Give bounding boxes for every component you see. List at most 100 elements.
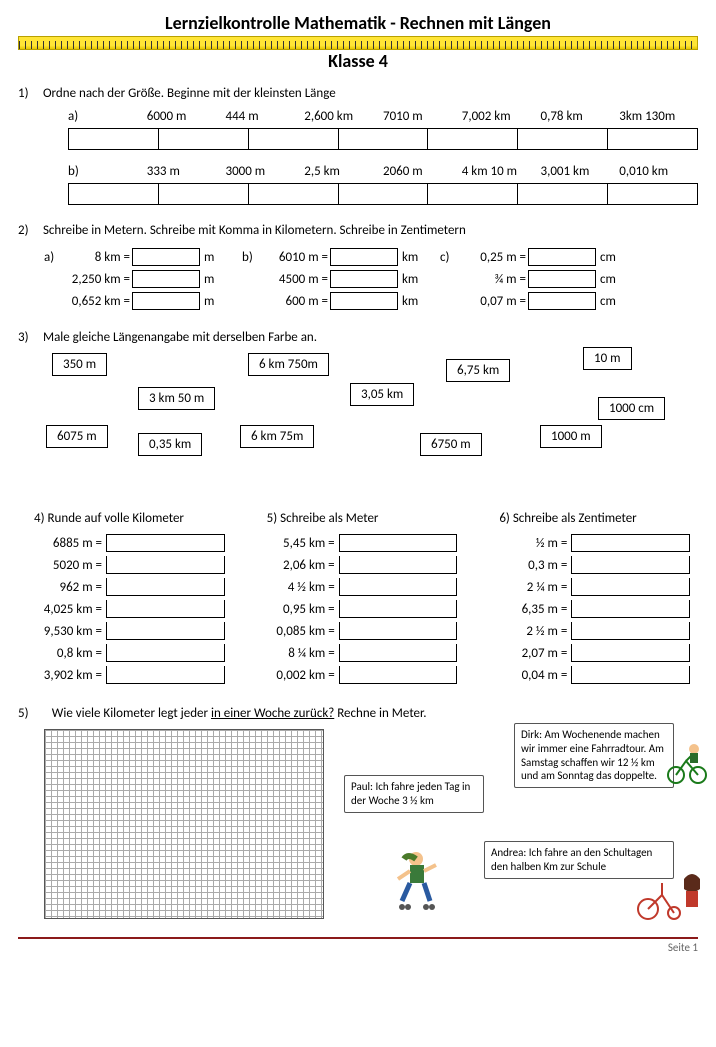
q5c-col: 5) Schreibe als Meter 5,45 km =2,06 km =… <box>261 511 466 686</box>
clipart-girl-trike <box>634 869 704 921</box>
q2a-r0: 8 km = <box>62 250 132 265</box>
q2c-u0: cm <box>596 250 620 265</box>
q6-box-5[interactable] <box>571 644 690 662</box>
q5c-box-0[interactable] <box>339 534 458 552</box>
q5c-box-4[interactable] <box>339 622 458 640</box>
q2b-box0[interactable] <box>330 248 398 266</box>
q4-label-6: 3,902 km = <box>28 668 106 683</box>
q6-box-0[interactable] <box>571 534 690 552</box>
q5-prompt-post: Rechne in Meter. <box>334 706 426 721</box>
q1a-v0: 6000 m <box>147 109 226 124</box>
speech-area: Paul: Ich fahre jeden Tag in der Woche 3… <box>334 729 698 919</box>
q6-label-6: 0,04 m = <box>493 668 571 683</box>
q2c-r0: 0,25 m = <box>458 250 528 265</box>
q6-label-3: 6,35 m = <box>493 602 571 617</box>
q3-tag-4[interactable]: 3 km 50 m <box>138 387 215 410</box>
q2b-box2[interactable] <box>330 292 398 310</box>
q2c-box1[interactable] <box>528 270 596 288</box>
q4-label-5: 0,8 km = <box>28 646 106 661</box>
q2c-box2[interactable] <box>528 292 596 310</box>
q1b-answer-row[interactable] <box>68 183 698 205</box>
q4-box-3[interactable] <box>106 600 225 618</box>
q2a-box2[interactable] <box>132 292 200 310</box>
q2c-u1: cm <box>596 272 620 287</box>
q3-tag-5[interactable]: 3,05 km <box>350 383 414 406</box>
q4-box-1[interactable] <box>106 556 225 574</box>
q6-title: 6) Schreibe als Zentimeter <box>499 511 698 526</box>
q2b-r2: 600 m = <box>260 294 330 309</box>
q6-box-4[interactable] <box>571 622 690 640</box>
q6-box-6[interactable] <box>571 666 690 684</box>
question-5: 5) Wie viele Kilometer legt jeder in ein… <box>18 706 698 919</box>
q2a-box1[interactable] <box>132 270 200 288</box>
q2c-box0[interactable] <box>528 248 596 266</box>
q6-label-4: 2 ½ m = <box>493 624 571 639</box>
q2-col-a: a)8 km =m 2,250 km =m 0,652 km =m <box>44 246 224 312</box>
q3-tag-3[interactable]: 10 m <box>583 347 632 370</box>
question-2: 2) Schreibe in Metern. Schreibe mit Komm… <box>18 223 698 312</box>
q1b-v0: 333 m <box>147 164 226 179</box>
footer-line <box>18 937 698 939</box>
page-number: Seite 1 <box>18 941 698 954</box>
q2b-label: b) <box>242 250 260 265</box>
q3-tag-0[interactable]: 350 m <box>52 353 107 376</box>
q2-prompt: Schreibe in Metern. Schreibe mit Komma i… <box>43 223 466 238</box>
q2a-u1: m <box>200 272 224 287</box>
q6-label-2: 2 ¼ m = <box>493 580 571 595</box>
q3-tag-8[interactable]: 0,35 km <box>138 433 202 456</box>
q4-box-5[interactable] <box>106 644 225 662</box>
q2a-box0[interactable] <box>132 248 200 266</box>
q4-label-3: 4,025 km = <box>28 602 106 617</box>
q5-prompt-u: in einer Woche zurück? <box>211 706 334 721</box>
q2b-box1[interactable] <box>330 270 398 288</box>
q1a-v6: 3km 130m <box>619 109 698 124</box>
q1-number: 1) <box>18 86 40 101</box>
answer-grid[interactable] <box>44 729 324 919</box>
q5c-box-6[interactable] <box>339 666 458 684</box>
q3-tag-6[interactable]: 1000 cm <box>598 397 665 420</box>
q3-tag-7[interactable]: 6075 m <box>46 425 108 448</box>
bubble-dirk: Dirk: Am Wochenende machen wir immer ein… <box>514 723 674 788</box>
q6-box-1[interactable] <box>571 556 690 574</box>
page-subtitle: Klasse 4 <box>18 50 698 72</box>
q5c-box-1[interactable] <box>339 556 458 574</box>
q2a-u0: m <box>200 250 224 265</box>
q4-label-2: 962 m = <box>28 580 106 595</box>
q4-box-0[interactable] <box>106 534 225 552</box>
q4-box-2[interactable] <box>106 578 225 596</box>
q5c-box-5[interactable] <box>339 644 458 662</box>
q1a-answer-row[interactable] <box>68 128 698 150</box>
q1a-v5: 0,78 km <box>541 109 620 124</box>
q2a-r1: 2,250 km = <box>62 272 132 287</box>
q2b-r1: 4500 m = <box>260 272 330 287</box>
q3-tag-1[interactable]: 6 km 750m <box>248 353 329 376</box>
q4-box-6[interactable] <box>106 666 225 684</box>
q3-tag-9[interactable]: 6 km 75m <box>240 425 314 448</box>
q4-box-4[interactable] <box>106 622 225 640</box>
q2-col-c: c)0,25 m =cm ¾ m =cm 0,07 m =cm <box>440 246 620 312</box>
page-title: Lernzielkontrolle Mathematik - Rechnen m… <box>18 12 698 34</box>
q2b-u1: km <box>398 272 422 287</box>
q3-tag-10[interactable]: 6750 m <box>420 433 482 456</box>
clipart-skater <box>394 849 444 915</box>
q1a-v3: 7010 m <box>383 109 462 124</box>
q2c-r2: 0,07 m = <box>458 294 528 309</box>
q1b-label: b) <box>68 164 147 179</box>
q1a-values: a) 6000 m 444 m 2,600 km 7010 m 7,002 km… <box>68 109 698 124</box>
q4-label-1: 5020 m = <box>28 558 106 573</box>
q6-box-2[interactable] <box>571 578 690 596</box>
q5-number: 5) <box>18 706 40 721</box>
q1b-v4: 4 km 10 m <box>462 164 541 179</box>
q1b-v3: 2060 m <box>383 164 462 179</box>
q3-tag-2[interactable]: 6,75 km <box>446 359 510 382</box>
q6-box-3[interactable] <box>571 600 690 618</box>
q3-tag-11[interactable]: 1000 m <box>540 425 602 448</box>
q4-label-0: 6885 m = <box>28 536 106 551</box>
q2a-label: a) <box>44 250 62 265</box>
q6-label-1: 0,3 m = <box>493 558 571 573</box>
q5c-box-3[interactable] <box>339 600 458 618</box>
q6-label-5: 2,07 m = <box>493 646 571 661</box>
q5c-box-2[interactable] <box>339 578 458 596</box>
q1b-v1: 3000 m <box>226 164 305 179</box>
q3-tag-area: 350 m6 km 750m6,75 km10 m3 km 50 m3,05 k… <box>28 353 698 493</box>
